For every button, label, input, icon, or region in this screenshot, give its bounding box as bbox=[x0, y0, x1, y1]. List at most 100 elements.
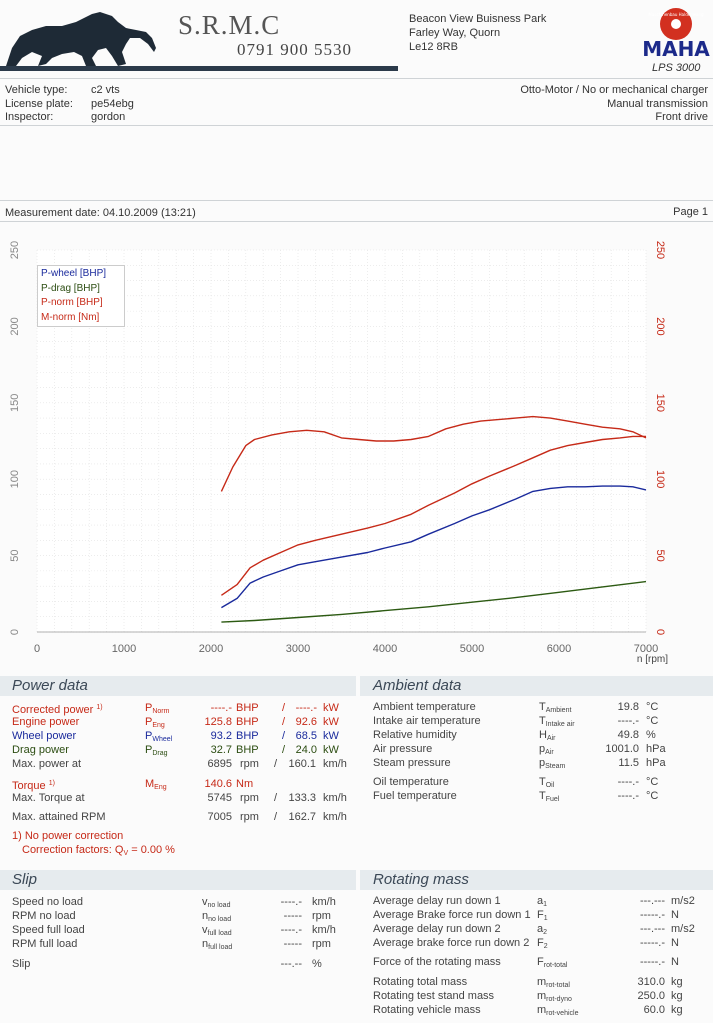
symbol-sub: Eng bbox=[152, 722, 165, 729]
engine-power-row: Engine power PEng 125.8 BHP / 92.6 kW bbox=[12, 715, 357, 729]
row-unit: km/h bbox=[312, 924, 336, 936]
corrected-power-row: Corrected power 1) PNorm ----.- BHP / --… bbox=[12, 701, 357, 716]
data-row: Average delay run down 2 a2 ---.--- m/s2 bbox=[373, 922, 708, 936]
symbol-letter: v bbox=[202, 896, 208, 908]
data-row: Rotating total mass mrot-total 310.0 kg bbox=[373, 975, 708, 989]
unit-bhp: BHP bbox=[236, 730, 259, 742]
rotating-mass-title: Rotating mass bbox=[373, 871, 469, 888]
slash: / bbox=[274, 792, 278, 804]
legend-item: P-drag [BHP] bbox=[41, 282, 100, 294]
unit-bhp: BHP bbox=[236, 716, 259, 728]
engine-type: Otto-Motor / No or mechanical charger bbox=[520, 84, 708, 96]
row-symbol: HAir bbox=[539, 728, 556, 746]
drive-type: Front drive bbox=[655, 111, 708, 123]
value-bhp: 93.2 bbox=[210, 730, 232, 742]
value-speed: 133.3 bbox=[288, 792, 316, 804]
value-rpm: 5745 bbox=[207, 792, 232, 804]
row-value: ----.- bbox=[617, 776, 639, 788]
row-symbol: mrot-dyno bbox=[537, 989, 572, 1007]
row-value: ----- bbox=[283, 938, 302, 950]
row-value: 60.0 bbox=[643, 1004, 665, 1016]
note-text: Correction factors: Q bbox=[22, 844, 124, 856]
header-rule bbox=[0, 66, 398, 71]
value-rpm: 6895 bbox=[207, 758, 232, 770]
legend-item: P-wheel [BHP] bbox=[41, 268, 107, 279]
value-bhp: 32.7 bbox=[210, 744, 232, 756]
row-unit: °C bbox=[646, 701, 659, 713]
divider bbox=[0, 200, 713, 201]
data-row: Intake air temperature TIntake air ----.- °… bbox=[373, 714, 708, 728]
divider bbox=[0, 125, 713, 126]
row-unit: % bbox=[312, 958, 322, 970]
row-label: Speed no load bbox=[12, 896, 83, 908]
unit-kw: kW bbox=[323, 702, 339, 714]
legend-item: P-norm [BHP] bbox=[41, 297, 103, 308]
value-kw: 68.5 bbox=[295, 730, 317, 742]
page-number: Page 1 bbox=[673, 206, 708, 218]
unit-rpm: rpm bbox=[240, 811, 259, 823]
transmission: Manual transmission bbox=[607, 97, 708, 110]
row-value: -----.- bbox=[639, 909, 665, 921]
symbol-sub: Air bbox=[545, 749, 554, 756]
row-label: Engine power bbox=[12, 716, 80, 728]
symbol-letter: v bbox=[202, 924, 208, 936]
slash: / bbox=[274, 811, 278, 823]
symbol-sub: Drag bbox=[152, 750, 168, 757]
row-label: Intake air temperature bbox=[373, 715, 481, 727]
row-symbol: a1 bbox=[537, 894, 547, 912]
vehicle-values: c2 vts pe54ebg gordon bbox=[91, 84, 134, 125]
power-data-title: Power data bbox=[12, 677, 88, 694]
value-kw: 24.0 bbox=[295, 744, 317, 756]
symbol-sub: rot-total bbox=[543, 962, 568, 969]
x-tick-label: 0 bbox=[34, 643, 40, 655]
symbol-sub: Fuel bbox=[545, 796, 560, 803]
value-rpm: 7005 bbox=[207, 811, 232, 823]
row-label: Drag power bbox=[12, 744, 69, 756]
symbol-sub: Eng bbox=[154, 784, 167, 791]
data-row: Speed full load vfull load ----.- km/h bbox=[12, 923, 352, 937]
row-unit: °C bbox=[646, 776, 659, 788]
row-unit: m/s2 bbox=[671, 923, 695, 935]
y2-tick-label: 200 bbox=[654, 317, 666, 335]
row-label: Rotating test stand mass bbox=[373, 990, 495, 1002]
unit-bhp: BHP bbox=[236, 702, 259, 714]
row-value: ----.- bbox=[280, 896, 302, 908]
unit-rpm: rpm bbox=[240, 792, 259, 804]
row-symbol: nno load bbox=[202, 909, 231, 927]
symbol-sub: 1 bbox=[543, 901, 548, 908]
symbol-sub: no load bbox=[208, 916, 232, 923]
symbol-letter: F bbox=[537, 956, 544, 968]
row-label: Max. attained RPM bbox=[12, 811, 106, 823]
row-symbol: PDrag bbox=[145, 743, 168, 761]
data-row: Average brake force run down 2 F2 -----.- N bbox=[373, 936, 708, 950]
license-plate-value: pe54ebg bbox=[91, 97, 134, 110]
x-tick-label: 5000 bbox=[460, 643, 484, 655]
vehicle-type-label: Vehicle type: bbox=[5, 84, 68, 96]
row-unit: m/s2 bbox=[671, 895, 695, 907]
value-kw: 92.6 bbox=[295, 716, 317, 728]
row-symbol: TIntake air bbox=[539, 714, 575, 732]
y-tick-label: 150 bbox=[9, 394, 21, 412]
row-value: ----.- bbox=[617, 715, 639, 727]
license-plate-label: License plate: bbox=[5, 97, 73, 110]
symbol-sub: Norm bbox=[152, 708, 170, 715]
x-tick-label: 1000 bbox=[112, 643, 136, 655]
x-tick-label: 6000 bbox=[547, 643, 571, 655]
company-phone: 0791 900 5530 bbox=[237, 40, 352, 59]
row-label: Average brake force run down 2 bbox=[373, 937, 530, 949]
row-label: Max. Torque at bbox=[12, 792, 85, 804]
series-line bbox=[220, 415, 647, 492]
row-unit: N bbox=[671, 909, 679, 921]
data-row: Force of the rotating mass Frot-total ----… bbox=[373, 955, 708, 969]
y-tick-label: 100 bbox=[9, 470, 21, 488]
row-symbol: F2 bbox=[537, 936, 548, 954]
symbol-letter: n bbox=[202, 910, 209, 922]
row-value: ---.--- bbox=[639, 895, 665, 907]
slash: / bbox=[282, 716, 286, 728]
row-label: Oil temperature bbox=[373, 776, 449, 788]
maha-wordmark: MAHA bbox=[642, 37, 710, 61]
symbol-letter: p bbox=[539, 757, 546, 769]
symbol-sub: full load bbox=[208, 944, 233, 951]
x-tick-label: 7000 bbox=[634, 643, 658, 655]
symbol-letter: F bbox=[537, 909, 544, 921]
